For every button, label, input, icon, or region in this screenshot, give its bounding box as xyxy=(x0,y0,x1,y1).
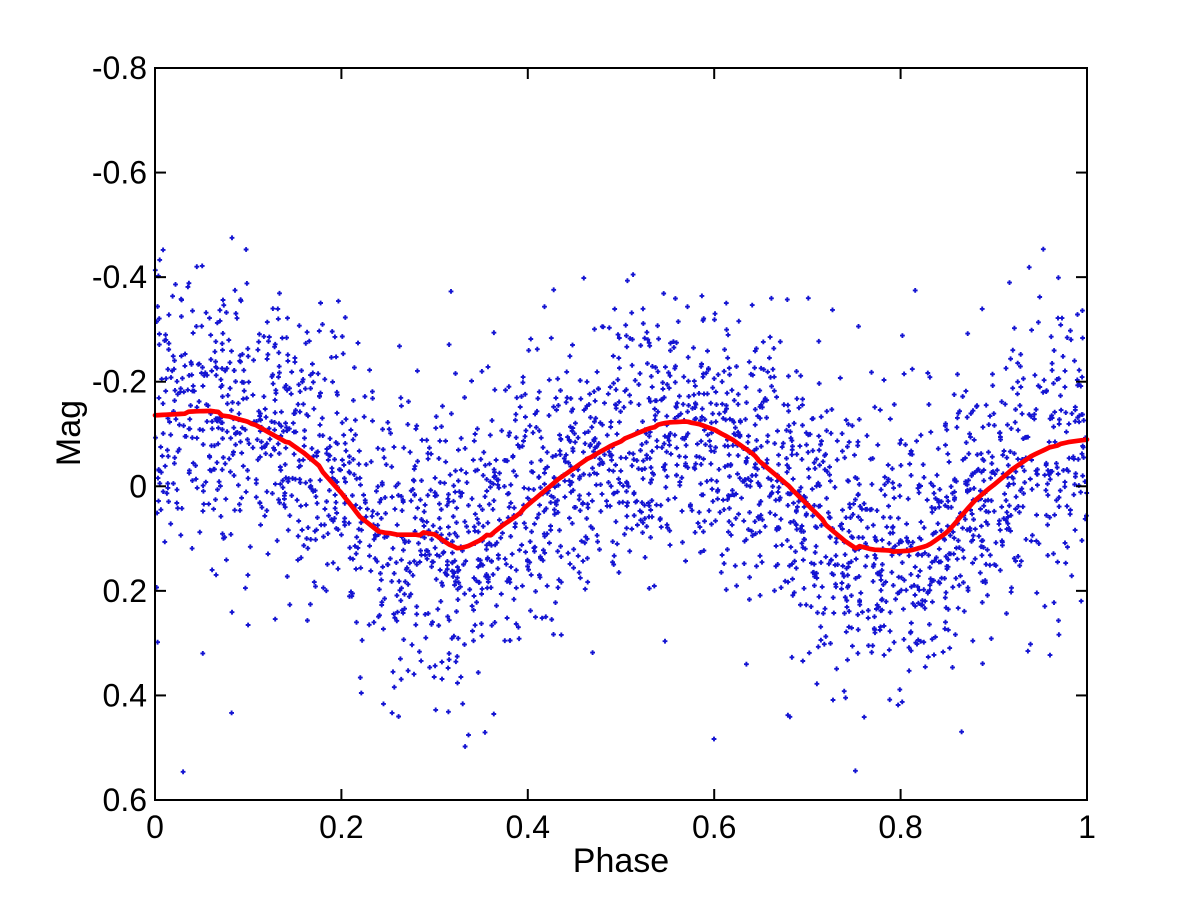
y-tick-label: 0.6 xyxy=(103,782,147,818)
x-tick-label: 0.8 xyxy=(878,809,922,845)
scatter-points xyxy=(152,235,1090,775)
plot-frame xyxy=(154,67,1088,801)
y-tick-label: 0.4 xyxy=(103,677,147,713)
x-tick-label: 1 xyxy=(1078,809,1096,845)
trend-line xyxy=(152,408,1090,554)
y-tick-label: -0.6 xyxy=(92,155,147,191)
y-tick-label: 0 xyxy=(129,468,147,504)
axis-ticks xyxy=(154,67,1088,801)
x-axis-label: Phase xyxy=(573,842,669,880)
y-tick-label: 0.2 xyxy=(103,573,147,609)
y-tick-label: -0.2 xyxy=(92,364,147,400)
y-axis-label: Mag xyxy=(50,400,88,466)
x-tick-label: 0.6 xyxy=(692,809,736,845)
x-tick-label: 0.4 xyxy=(506,809,550,845)
x-tick-label: 0 xyxy=(146,809,164,845)
y-tick-label: -0.8 xyxy=(92,50,147,86)
axis-tick-labels: 0 0.2 0.4 0.6 0.8 1 -0.8 -0.6 -0.4 -0.2 0 0.2 0.4 0.6 xyxy=(92,50,1096,845)
y-tick-label: -0.4 xyxy=(92,259,147,295)
scatter-series xyxy=(152,235,1090,775)
x-tick-label: 0.2 xyxy=(319,809,363,845)
